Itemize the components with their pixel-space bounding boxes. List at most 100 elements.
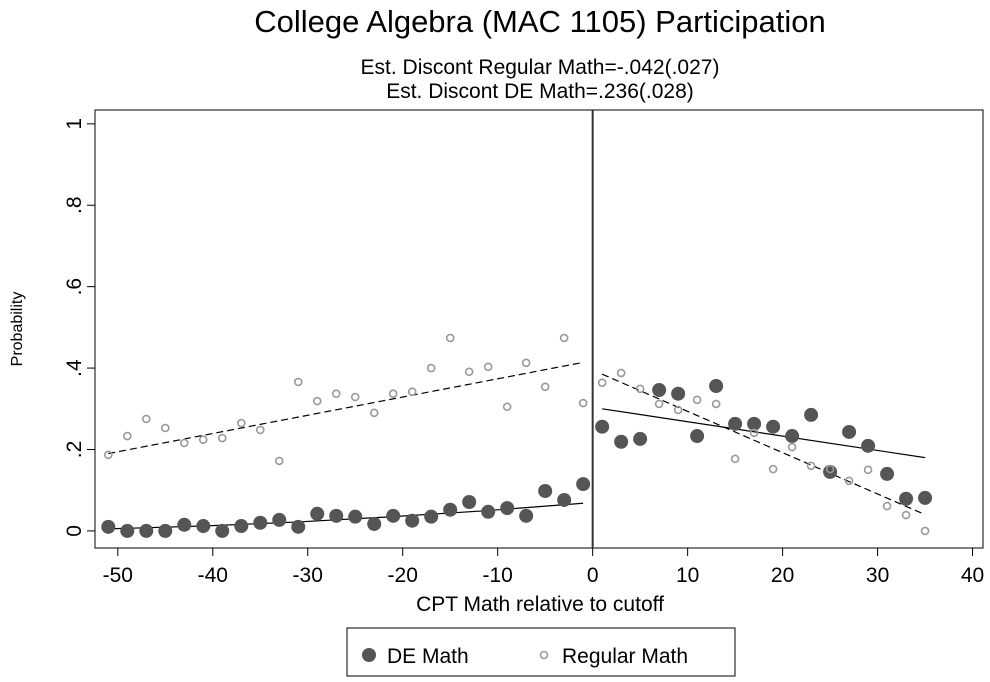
point xyxy=(426,363,436,373)
point xyxy=(388,389,398,399)
point xyxy=(863,465,873,475)
point xyxy=(538,484,553,499)
point xyxy=(464,367,474,377)
point xyxy=(673,405,683,415)
legend-box xyxy=(346,627,736,677)
y-tick-label: .6 xyxy=(63,278,86,296)
point xyxy=(901,510,911,520)
point xyxy=(255,425,265,435)
point xyxy=(557,492,572,507)
point xyxy=(616,368,626,378)
point xyxy=(804,407,819,422)
point xyxy=(633,431,648,446)
point xyxy=(310,506,325,521)
x-tick-label: 20 xyxy=(771,564,794,587)
point xyxy=(882,501,892,511)
point xyxy=(500,501,515,516)
y-tick-label: .8 xyxy=(63,196,86,214)
point xyxy=(825,464,835,474)
point xyxy=(177,517,192,532)
point xyxy=(899,491,914,506)
point xyxy=(578,398,588,408)
point xyxy=(424,509,439,524)
point xyxy=(519,508,534,523)
point xyxy=(103,450,113,460)
fit-line xyxy=(601,373,926,516)
legend-marker xyxy=(539,650,549,660)
point xyxy=(407,387,417,396)
point xyxy=(462,495,477,510)
point xyxy=(787,442,797,452)
x-tick-label: 10 xyxy=(676,564,699,587)
point xyxy=(785,429,800,444)
point xyxy=(806,461,816,471)
point xyxy=(918,490,933,505)
x-axis-title: CPT Math relative to cutoff xyxy=(416,593,664,616)
point xyxy=(861,438,876,453)
x-tick-label: 0 xyxy=(587,564,599,587)
fit-line xyxy=(108,361,584,455)
y-tick-label: .4 xyxy=(63,359,86,377)
point xyxy=(614,434,629,449)
point xyxy=(350,392,360,402)
point xyxy=(293,377,303,387)
point xyxy=(521,358,531,368)
point xyxy=(540,382,550,392)
point xyxy=(158,523,173,538)
point xyxy=(198,435,208,445)
point xyxy=(312,396,322,406)
point xyxy=(274,456,284,466)
point xyxy=(749,428,759,438)
point xyxy=(179,438,189,448)
point xyxy=(768,464,778,474)
point xyxy=(101,519,116,534)
y-tick-label: .2 xyxy=(63,441,86,459)
point xyxy=(139,523,154,538)
point xyxy=(671,386,686,401)
point xyxy=(329,508,344,523)
point xyxy=(348,509,363,524)
point xyxy=(405,513,420,528)
y-axis-title: Probability xyxy=(9,292,26,367)
point xyxy=(920,526,930,536)
point xyxy=(443,502,458,517)
plot-frame xyxy=(94,109,984,549)
x-tick-label: -10 xyxy=(483,564,513,587)
point xyxy=(272,512,287,527)
point xyxy=(842,424,857,439)
point xyxy=(445,333,455,343)
point xyxy=(217,433,227,443)
legend-marker xyxy=(362,648,376,662)
point xyxy=(652,383,667,398)
chart-subtitle: Est. Discont DE Math=.236(.028) xyxy=(386,80,694,103)
point xyxy=(196,519,211,534)
point xyxy=(331,389,341,399)
y-tick-label: 1 xyxy=(63,118,86,130)
point xyxy=(502,402,512,412)
point xyxy=(141,414,151,424)
point xyxy=(291,519,306,534)
point xyxy=(654,399,664,409)
point xyxy=(367,516,382,531)
point xyxy=(690,429,705,444)
x-tick-label: -30 xyxy=(293,564,323,587)
point xyxy=(481,504,496,519)
point xyxy=(635,384,645,394)
point xyxy=(711,399,721,409)
x-tick-label: -40 xyxy=(198,564,228,587)
point xyxy=(766,419,781,434)
point xyxy=(730,454,740,464)
point xyxy=(122,431,132,441)
fit-line xyxy=(602,408,926,459)
point xyxy=(728,416,743,431)
x-tick-label: 40 xyxy=(961,564,984,587)
point xyxy=(597,378,607,388)
point xyxy=(559,333,569,343)
point xyxy=(483,362,493,372)
chart-title: College Algebra (MAC 1105) Participation xyxy=(254,4,826,39)
point xyxy=(236,418,246,428)
point xyxy=(880,466,895,481)
point xyxy=(595,419,610,434)
chart-subtitle: Est. Discont Regular Math=-.042(.027) xyxy=(361,56,720,79)
